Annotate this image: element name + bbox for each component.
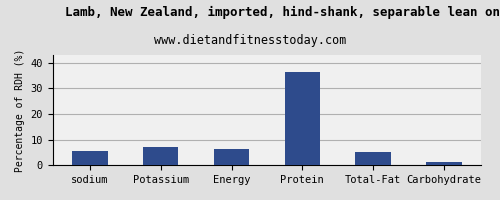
Bar <box>72 151 108 165</box>
Bar <box>356 152 391 165</box>
Bar <box>426 162 462 165</box>
Bar <box>214 149 250 165</box>
Bar <box>143 147 178 165</box>
Text: www.dietandfitnesstoday.com: www.dietandfitnesstoday.com <box>154 34 346 47</box>
Y-axis label: Percentage of RDH (%): Percentage of RDH (%) <box>15 48 25 172</box>
Text: Lamb, New Zealand, imported, hind-shank, separable lean only, raw per 100g: Lamb, New Zealand, imported, hind-shank,… <box>65 6 500 19</box>
Bar <box>284 72 320 165</box>
